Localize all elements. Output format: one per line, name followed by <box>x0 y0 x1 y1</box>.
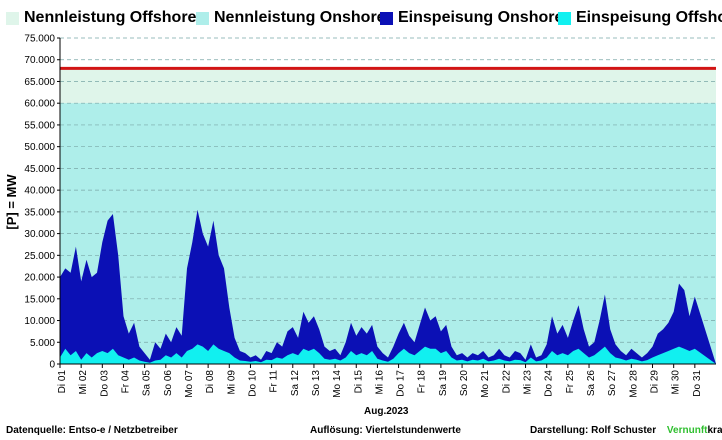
resolution-label: Auflösung: <box>310 425 363 436</box>
y-tick-label: 10.000 <box>24 316 55 327</box>
x-tick-label: Fr 04 <box>120 370 131 394</box>
x-tick-label: Mi 23 <box>523 370 534 395</box>
x-tick-label: Sa 19 <box>438 370 449 397</box>
y-tick-label: 25.000 <box>24 251 55 262</box>
x-tick-label: So 20 <box>459 370 470 397</box>
footer-resolution: Auflösung: Viertelstundenwerte <box>310 425 461 436</box>
x-tick-label: Fr 18 <box>417 370 428 394</box>
footer-author: Darstellung: Rolf Schuster Vernunftkraft <box>530 425 722 436</box>
y-tick-label: 20.000 <box>24 273 55 284</box>
y-axis-ticks: 0 5.000 10.000 15.000 20.000 25.000 30.000 35.0… <box>24 34 60 371</box>
legend-swatch <box>6 11 19 25</box>
legend-label: Einspeisung Offshore <box>576 9 722 26</box>
legend-label: Nennleistung Offshore <box>24 9 197 26</box>
x-tick-label: Fr 11 <box>269 370 280 393</box>
x-tick-label: So 13 <box>311 370 322 397</box>
legend-swatch <box>196 11 209 25</box>
source-value: Entso-e / Netzbetreiber <box>68 425 178 436</box>
legend-swatch <box>380 11 393 25</box>
x-tick-label: Do 24 <box>544 370 555 397</box>
plot-background <box>60 68 716 364</box>
brand-part-1: Vernunft <box>666 425 708 436</box>
x-tick-label: Mo 21 <box>480 370 491 398</box>
x-tick-label: Mo 14 <box>332 370 343 398</box>
resolution-value: Viertelstundenwerte <box>365 425 461 436</box>
source-label: Datenquelle: <box>6 425 67 436</box>
y-tick-label: 15.000 <box>24 294 55 305</box>
x-tick-label: Do 03 <box>99 370 110 397</box>
x-axis-label: Aug.2023 <box>364 406 409 417</box>
x-tick-label: Sa 26 <box>586 370 597 397</box>
brand-part-2: kraft <box>707 425 722 436</box>
x-axis-ticks: Di 01 Mi 02 Do 03 Fr 04 Sa 05 So 06 Mo 07 Di 08… <box>57 364 703 398</box>
footer-source: Datenquelle: Entso-e / Netzbetreiber <box>6 425 178 436</box>
author-label: Darstellung: <box>530 425 589 436</box>
y-tick-label: 5.000 <box>30 338 55 349</box>
x-tick-label: Do 10 <box>247 370 258 397</box>
y-tick-label: 65.000 <box>24 77 55 88</box>
x-tick-label: Mi 09 <box>226 370 237 395</box>
legend-item-nennleistung-offshore: Nennleistung Offshore <box>6 8 196 28</box>
y-tick-label: 75.000 <box>24 34 55 45</box>
author-value: Rolf Schuster <box>591 425 657 436</box>
x-tick-label: So 06 <box>163 370 174 397</box>
x-tick-label: Mi 16 <box>374 370 385 395</box>
y-axis-label: [P] = MW <box>4 174 19 230</box>
y-tick-label: 50.000 <box>24 142 55 153</box>
area-einspeisung-offshore <box>60 344 716 364</box>
y-tick-label: 70.000 <box>24 55 55 66</box>
x-tick-label: Di 15 <box>353 370 364 394</box>
chart-legend: Nennleistung Offshore Nennleistung Onsho… <box>0 0 722 34</box>
x-tick-label: So 27 <box>607 370 618 397</box>
y-tick-label: 0 <box>49 360 55 371</box>
y-tick-label: 55.000 <box>24 120 55 131</box>
area-einspeisung-onshore <box>60 209 716 364</box>
x-tick-label: Mi 02 <box>78 370 89 395</box>
x-tick-label: Mi 30 <box>671 370 682 395</box>
area-series <box>60 66 716 364</box>
legend-label: Einspeisung Onshore <box>398 9 564 26</box>
legend-item-einspeisung-offshore: Einspeisung Offshore <box>558 8 722 28</box>
x-tick-label: Di 22 <box>501 370 512 394</box>
x-tick-label: Mo 28 <box>628 370 639 398</box>
x-tick-label: Di 08 <box>205 370 216 394</box>
legend-swatch <box>558 11 571 25</box>
x-tick-label: Mo 07 <box>184 370 195 398</box>
x-tick-label: Fr 25 <box>565 370 576 394</box>
y-tick-label: 35.000 <box>24 207 55 218</box>
legend-item-einspeisung-onshore: Einspeisung Onshore <box>380 8 563 28</box>
y-tick-label: 30.000 <box>24 229 55 240</box>
x-tick-label: Sa 12 <box>290 370 301 397</box>
x-tick-label: Do 17 <box>396 370 407 397</box>
legend-item-nennleistung-onshore: Nennleistung Onshore <box>196 8 386 28</box>
brand-logo: Vernunftkraft <box>667 425 722 436</box>
x-tick-label: Sa 05 <box>142 370 153 397</box>
axes <box>59 38 716 365</box>
y-tick-label: 40.000 <box>24 186 55 197</box>
x-tick-label: Do 31 <box>692 370 703 397</box>
y-tick-label: 60.000 <box>24 99 55 110</box>
legend-label: Nennleistung Onshore <box>214 9 386 26</box>
x-tick-label: Di 29 <box>650 370 661 394</box>
x-tick-label: Di 01 <box>57 370 68 394</box>
y-tick-label: 45.000 <box>24 164 55 175</box>
gridlines <box>60 37 716 343</box>
